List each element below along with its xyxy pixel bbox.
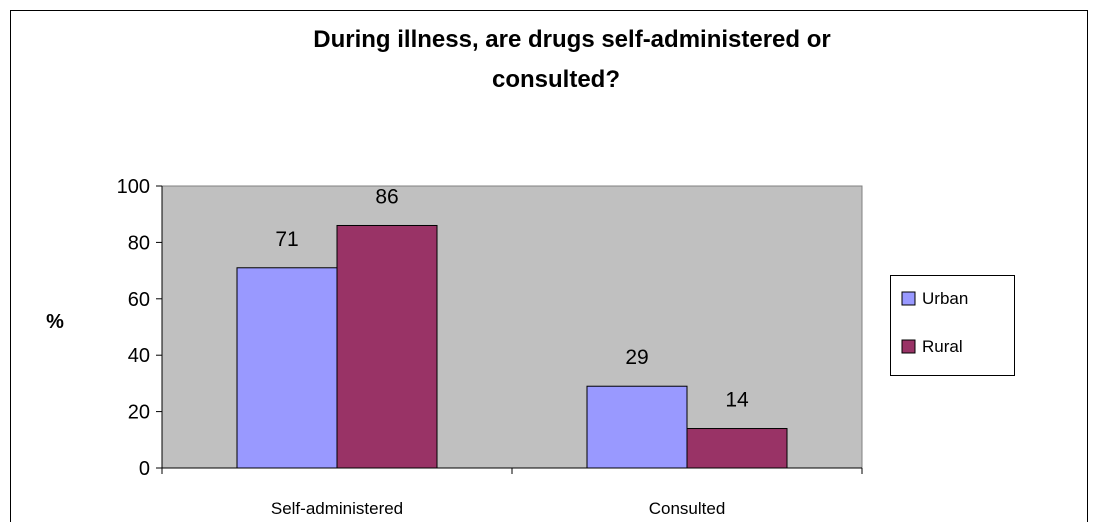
y-tick-label: 40 <box>128 345 150 367</box>
y-tick-label: 100 <box>117 176 150 198</box>
bar-rural-consulted <box>686 428 788 469</box>
legend: Urban Rural <box>890 275 1015 376</box>
x-category-label: Self-administered <box>271 499 403 518</box>
legend-swatch-rural <box>901 339 916 354</box>
legend-label-rural: Rural <box>922 337 963 356</box>
legend-label-urban: Urban <box>922 289 968 308</box>
chart-title-line-2: consulted? <box>492 66 620 93</box>
y-tick-label: 0 <box>139 458 150 480</box>
bar-rural-self-administered <box>336 224 438 469</box>
bar-urban-consulted <box>586 385 688 469</box>
data-label: 29 <box>625 346 648 369</box>
bar-urban-self-administered <box>236 267 338 469</box>
data-label: 71 <box>275 228 298 251</box>
y-tick-label: 80 <box>128 232 150 254</box>
y-tick-label: 60 <box>128 289 150 311</box>
bars <box>236 224 788 469</box>
data-labels: 71 86 29 14 <box>275 185 749 411</box>
y-tick-label: 20 <box>128 402 150 424</box>
chart-title-line-1: During illness, are drugs self-administe… <box>313 26 830 53</box>
data-label: 14 <box>725 389 749 412</box>
legend-swatch-urban <box>901 291 916 306</box>
y-axis-label: % <box>46 311 64 333</box>
data-label: 86 <box>375 185 398 208</box>
x-category-label: Consulted <box>649 499 726 518</box>
